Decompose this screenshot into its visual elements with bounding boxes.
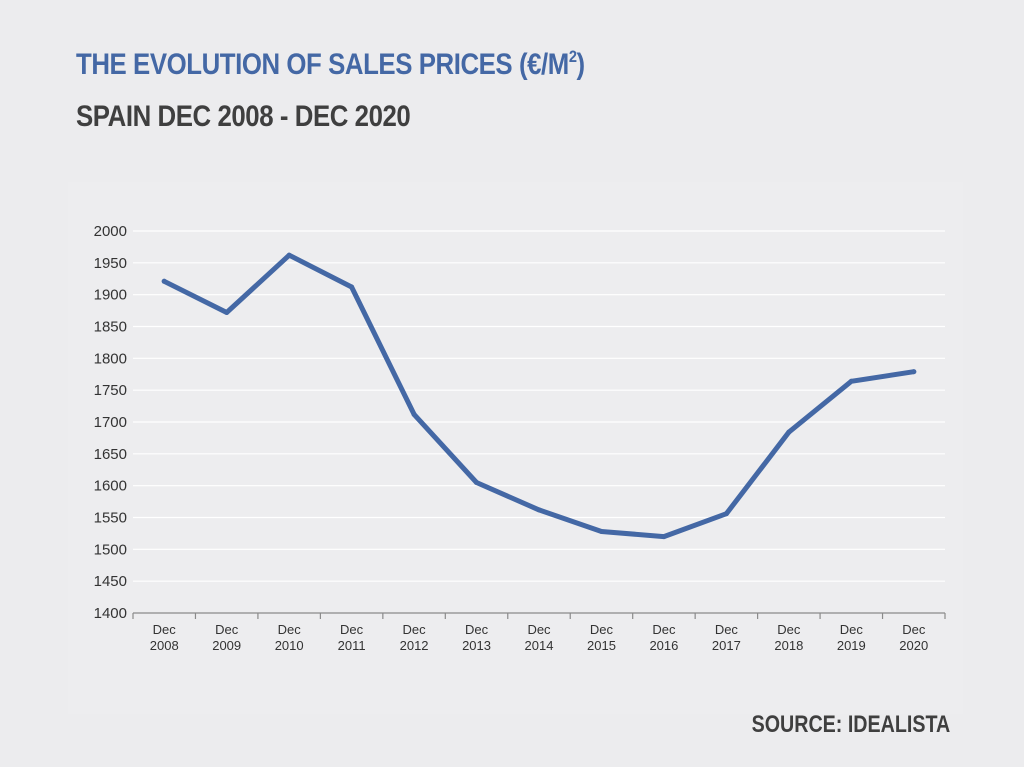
chart-title-close: ): [576, 48, 586, 81]
x-tick-label: Dec 2014: [525, 622, 554, 653]
x-tick-label: Dec 2010: [275, 622, 304, 653]
y-tick-label: 1550: [94, 510, 127, 527]
data-point: [723, 511, 729, 517]
data-point: [786, 429, 792, 435]
chart-title-superscript: 2: [568, 47, 577, 66]
x-tick-label-line: Dec: [215, 622, 239, 637]
x-tick-label: Dec 2016: [649, 622, 678, 653]
x-tick-label-line: 2008: [150, 638, 179, 653]
x-tick-label-line: 2014: [525, 638, 554, 653]
y-tick-label: 1900: [94, 287, 127, 304]
y-tick-label: 1500: [94, 541, 127, 558]
x-tick-label: Dec 2012: [400, 622, 429, 653]
x-tick-label-line: 2017: [712, 638, 741, 653]
x-tick-label-line: Dec: [840, 622, 864, 637]
x-tick-label-line: 2012: [400, 638, 429, 653]
x-tick-label-line: 2010: [275, 638, 304, 653]
data-point: [411, 411, 417, 417]
x-tick-label-line: Dec: [465, 622, 489, 637]
y-tick-label: 1450: [94, 573, 127, 590]
series-line: [161, 252, 917, 540]
y-tick-label: 1650: [94, 446, 127, 463]
x-tick-label-line: 2011: [338, 638, 366, 653]
x-tick-label: Dec 2019: [837, 622, 866, 653]
data-point: [598, 529, 604, 535]
x-tick-label: Dec 2020: [899, 622, 928, 653]
x-tick-label-line: Dec: [715, 622, 739, 637]
x-tick-label-line: 2015: [587, 638, 616, 653]
data-point: [286, 252, 292, 258]
x-tick-label: Dec 2013: [462, 622, 491, 653]
x-tick-label-line: 2019: [837, 638, 866, 653]
data-point: [911, 369, 917, 375]
x-tick-label-line: Dec: [777, 622, 801, 637]
x-tick-label-line: Dec: [902, 622, 926, 637]
x-tick-label-line: 2020: [899, 638, 928, 653]
data-point: [349, 284, 355, 290]
source-note: SOURCE: IDEALISTA: [751, 711, 950, 738]
x-tick-label-line: Dec: [403, 622, 427, 637]
x-tick-label-line: Dec: [153, 622, 177, 637]
data-point: [848, 378, 854, 384]
chart-subtitle: SPAIN DEC 2008 - DEC 2020: [76, 100, 411, 133]
x-tick-label: Dec 2015: [587, 622, 616, 653]
y-tick-label: 1850: [94, 319, 127, 336]
x-tick-label-line: Dec: [527, 622, 551, 637]
y-tick-label: 2000: [94, 223, 127, 240]
x-tick-label-line: 2013: [462, 638, 491, 653]
x-tick-label: Dec 2018: [774, 622, 803, 653]
x-tick-label: Dec 2008: [150, 622, 179, 653]
x-tick-label-line: 2018: [774, 638, 803, 653]
data-point: [474, 479, 480, 485]
x-tick-label-line: Dec: [340, 622, 364, 637]
y-tick-label: 1800: [94, 350, 127, 367]
data-point: [536, 507, 542, 513]
x-tick-label-line: 2009: [212, 638, 241, 653]
y-tick-label: 1750: [94, 382, 127, 399]
data-point: [661, 534, 667, 540]
line-chart: 1400 1450 1500 1550 1600 1650 1700 1750 1800 1850…: [94, 223, 946, 653]
y-tick-label: 1950: [94, 255, 127, 272]
y-tick-label: 1600: [94, 478, 127, 495]
y-tick-label: 1700: [94, 414, 127, 431]
x-tick-label: Dec 2017: [712, 622, 741, 653]
y-tick-label: 1400: [94, 605, 127, 622]
data-point: [161, 278, 167, 284]
x-tick-label: Dec 2011: [338, 622, 366, 653]
x-tick-label-line: Dec: [590, 622, 614, 637]
chart-title-main: THE EVOLUTION OF SALES PRICES (€/M: [76, 48, 569, 81]
x-tick-label-line: Dec: [652, 622, 676, 637]
x-tick-label-line: Dec: [278, 622, 302, 637]
data-point: [224, 309, 230, 315]
chart-panel: 1400 1450 1500 1550 1600 1650 1700 1750 1800 1850…: [68, 182, 963, 714]
x-tick-label: Dec 2009: [212, 622, 241, 653]
x-tick-label-line: 2016: [649, 638, 678, 653]
chart-title: THE EVOLUTION OF SALES PRICES (€/M2): [76, 47, 585, 82]
